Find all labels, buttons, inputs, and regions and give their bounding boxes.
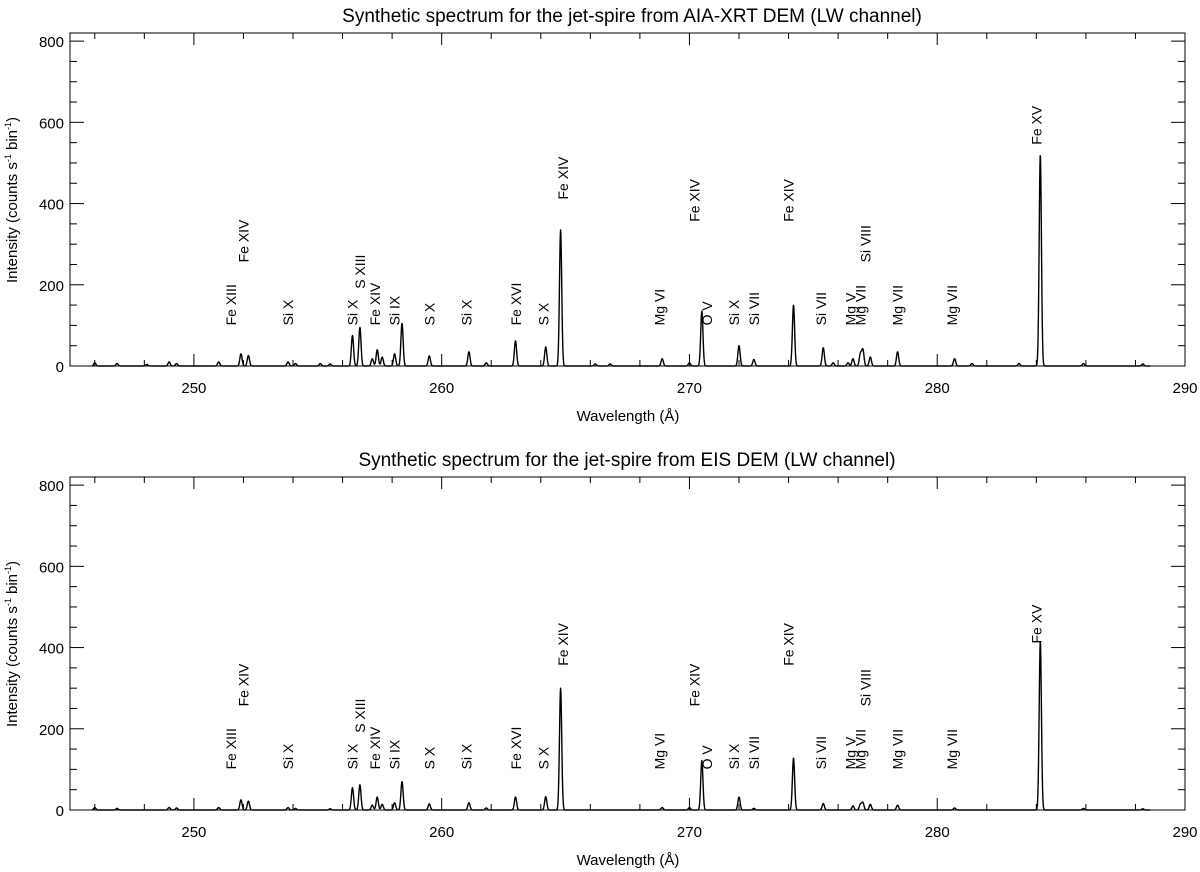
axis-ticks — [70, 33, 1186, 367]
y-tick-label: 0 — [56, 359, 64, 376]
y-tick-label: 400 — [39, 641, 64, 658]
line-id-label: Fe XIV — [367, 282, 383, 325]
line-id-label: Mg VII — [852, 729, 868, 769]
line-id-label: S X — [421, 302, 437, 325]
line-id-label: Fe XVI — [508, 727, 524, 770]
y-tick-labels: 0 200 400 600 800 — [39, 478, 64, 820]
line-id-label: Si X — [726, 743, 742, 769]
x-tick-label: 260 — [429, 380, 454, 397]
spectrum-line — [91, 641, 1151, 811]
line-id-label: Fe XIV — [367, 726, 383, 769]
line-id-label: Fe XVI — [508, 283, 524, 326]
line-id-label: Fe XIV — [235, 219, 251, 262]
line-id-label: Fe XIV — [235, 663, 251, 706]
line-id-label: Si X — [345, 743, 361, 769]
y-tick-label: 800 — [39, 34, 64, 51]
line-id-label: Fe XIII — [223, 284, 239, 325]
y-tick-label: 200 — [39, 278, 64, 295]
line-id-label: Si X — [458, 743, 474, 769]
line-id-label: Si VIII — [857, 669, 873, 706]
x-tick-label: 290 — [1172, 380, 1197, 397]
line-id-label: O V — [699, 301, 715, 326]
line-id-label: Si X — [345, 299, 361, 325]
x-tick-label: 250 — [181, 824, 206, 841]
line-id-label: Si X — [280, 299, 296, 325]
line-id-label: Si VII — [746, 736, 762, 769]
chart-title: Synthetic spectrum for the jet-spire fro… — [342, 6, 922, 27]
line-id-label: Fe XIII — [223, 728, 239, 769]
line-id-label: S XIII — [352, 699, 368, 733]
line-id-label: Fe XIV — [781, 178, 797, 221]
line-id-label: S X — [421, 746, 437, 769]
line-id-label: Fe XIV — [686, 663, 702, 706]
line-id-label: Fe XIV — [686, 178, 702, 221]
x-tick-labels: 250 260 270 280 290 — [181, 380, 1197, 397]
x-axis-label: Wavelength (Å) — [577, 852, 680, 869]
line-id-label: Mg V — [843, 292, 859, 325]
line-id-label: Fe XIV — [555, 156, 571, 199]
line-id-label: Si VIII — [857, 225, 873, 262]
line-id-label: Si VII — [813, 292, 829, 325]
y-tick-label: 200 — [39, 722, 64, 739]
line-id-label: Mg VII — [890, 729, 906, 769]
line-id-label: Fe XIV — [781, 622, 797, 665]
y-tick-labels: 0 200 400 600 800 — [39, 34, 64, 376]
y-tick-label: 400 — [39, 197, 64, 214]
line-id-label: Si VII — [746, 292, 762, 325]
line-id-label: O V — [699, 745, 715, 770]
x-tick-label: 270 — [677, 824, 702, 841]
spectrum-line — [91, 154, 1151, 367]
line-id-label: Mg VI — [652, 289, 668, 326]
line-id-label: Si IX — [387, 295, 403, 325]
line-id-label: Mg VII — [852, 285, 868, 325]
x-tick-label: 250 — [181, 380, 206, 397]
line-id-label: Si X — [280, 743, 296, 769]
axis-ticks — [70, 477, 1186, 811]
x-tick-label: 270 — [677, 380, 702, 397]
line-id-label: Fe XV — [1028, 604, 1044, 644]
line-id-label: Mg VII — [944, 285, 960, 325]
y-tick-label: 800 — [39, 478, 64, 495]
line-id-label: Mg VI — [652, 733, 668, 770]
line-id-label: S X — [535, 746, 551, 769]
aia-xrt-spectrum-panel: Synthetic spectrum for the jet-spire fro… — [3, 6, 1198, 425]
y-axis-label: Intensity (counts s-1 bin-1) — [3, 561, 21, 727]
x-axis-label: Wavelength (Å) — [577, 408, 680, 425]
line-id-label: Fe XV — [1028, 105, 1044, 145]
line-id-label: Mg VII — [944, 729, 960, 769]
x-tick-labels: 250 260 270 280 290 — [181, 824, 1197, 841]
y-tick-label: 600 — [39, 559, 64, 576]
x-tick-label: 260 — [429, 824, 454, 841]
line-id-label: Si VII — [813, 736, 829, 769]
line-id-label: Si X — [726, 299, 742, 325]
line-id-label: Mg V — [843, 736, 859, 769]
line-id-label: Fe XIV — [555, 622, 571, 665]
line-id-label: S X — [535, 302, 551, 325]
chart-title: Synthetic spectrum for the jet-spire fro… — [358, 450, 895, 471]
eis-spectrum-panel: Synthetic spectrum for the jet-spire fro… — [3, 450, 1198, 869]
y-tick-label: 600 — [39, 115, 64, 132]
line-id-label: S XIII — [352, 255, 368, 289]
line-id-label: Si IX — [387, 739, 403, 769]
y-axis-label: Intensity (counts s-1 bin-1) — [3, 117, 21, 283]
line-id-label: Mg VII — [890, 285, 906, 325]
x-tick-label: 290 — [1172, 824, 1197, 841]
x-tick-label: 280 — [925, 380, 950, 397]
line-id-label: Si X — [458, 299, 474, 325]
y-tick-label: 0 — [56, 803, 64, 820]
x-tick-label: 280 — [925, 824, 950, 841]
